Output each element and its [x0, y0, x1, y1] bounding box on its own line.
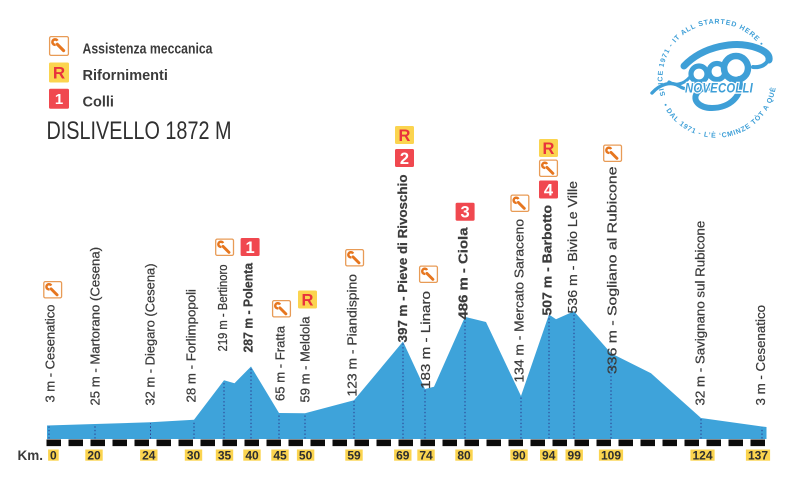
- svg-text:94: 94: [542, 448, 556, 462]
- svg-text:28 m - Forlimpopoli: 28 m - Forlimpopoli: [184, 289, 199, 403]
- svg-text:536 m - Bivio Le Ville: 536 m - Bivio Le Ville: [565, 181, 580, 314]
- svg-text:137: 137: [748, 448, 768, 462]
- svg-text:4: 4: [544, 181, 554, 199]
- svg-text:1: 1: [55, 91, 63, 108]
- svg-text:134 m - Mercato Saraceno: 134 m - Mercato Saraceno: [512, 219, 527, 383]
- svg-text:109: 109: [601, 448, 621, 462]
- svg-text:40: 40: [245, 448, 259, 462]
- svg-text:80: 80: [457, 448, 471, 462]
- svg-text:32 m - Diegaro (Cesena): 32 m - Diegaro (Cesena): [143, 264, 158, 406]
- svg-text:3: 3: [461, 204, 470, 222]
- svg-text:R: R: [302, 291, 314, 309]
- svg-text:74: 74: [419, 448, 433, 462]
- svg-text:69: 69: [396, 448, 410, 462]
- svg-text:32 m - Savignano sul Rubicone: 32 m - Savignano sul Rubicone: [693, 221, 708, 406]
- svg-text:30: 30: [187, 448, 201, 462]
- svg-text:Km.: Km.: [18, 448, 44, 463]
- svg-text:45: 45: [273, 448, 287, 462]
- svg-text:Colli: Colli: [83, 95, 114, 111]
- svg-text:99: 99: [568, 448, 582, 462]
- svg-text:0: 0: [50, 448, 57, 462]
- svg-text:3 m - Cesenatico: 3 m - Cesenatico: [43, 305, 58, 403]
- svg-text:507 m - Barbotto: 507 m - Barbotto: [540, 205, 555, 316]
- svg-text:Assistenza meccanica: Assistenza meccanica: [83, 42, 214, 58]
- svg-text:123 m - Piandispino: 123 m - Piandispino: [344, 274, 359, 397]
- svg-text:NOVECOLLI: NOVECOLLI: [685, 81, 753, 96]
- svg-text:Rifornimenti: Rifornimenti: [83, 68, 168, 84]
- svg-text:183 m - Linaro: 183 m - Linaro: [418, 291, 433, 389]
- svg-text:25 m - Martorano (Cesena): 25 m - Martorano (Cesena): [88, 247, 103, 406]
- svg-text:24: 24: [142, 448, 156, 462]
- svg-text:R: R: [543, 140, 555, 158]
- svg-text:3 m - Cesenatico: 3 m - Cesenatico: [753, 305, 768, 406]
- svg-text:287 m - Polenta: 287 m - Polenta: [241, 262, 256, 352]
- svg-text:336 m - Sogliano al Rubicone: 336 m - Sogliano al Rubicone: [605, 167, 620, 375]
- svg-text:219 m - Bertinoro: 219 m - Bertinoro: [215, 265, 230, 352]
- svg-text:397 m - Pieve di Rivoschio: 397 m - Pieve di Rivoschio: [395, 174, 410, 342]
- svg-text:DISLIVELLO 1872 M: DISLIVELLO 1872 M: [47, 117, 232, 145]
- svg-text:R: R: [399, 127, 411, 145]
- svg-text:124: 124: [692, 448, 712, 462]
- svg-text:90: 90: [512, 448, 526, 462]
- svg-text:2: 2: [400, 150, 409, 168]
- svg-text:35: 35: [218, 448, 232, 462]
- svg-text:R: R: [53, 64, 65, 83]
- svg-text:1: 1: [246, 239, 255, 257]
- svg-text:59: 59: [347, 448, 361, 462]
- svg-text:20: 20: [87, 448, 101, 462]
- svg-text:50: 50: [299, 448, 313, 462]
- svg-text:59 m - Meldola: 59 m - Meldola: [298, 316, 313, 403]
- svg-text:65 m - Fratta: 65 m - Fratta: [273, 325, 288, 401]
- svg-text:486 m - Ciola: 486 m - Ciola: [455, 227, 470, 320]
